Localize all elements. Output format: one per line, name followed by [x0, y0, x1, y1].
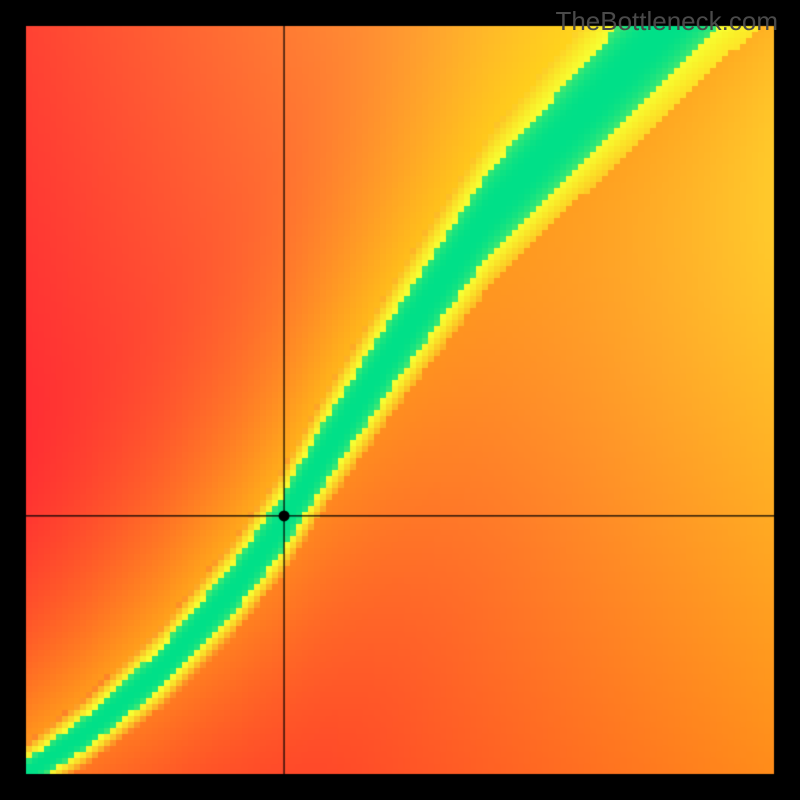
heatmap-canvas [0, 0, 800, 800]
watermark-text: TheBottleneck.com [555, 6, 778, 37]
bottleneck-chart: TheBottleneck.com [0, 0, 800, 800]
